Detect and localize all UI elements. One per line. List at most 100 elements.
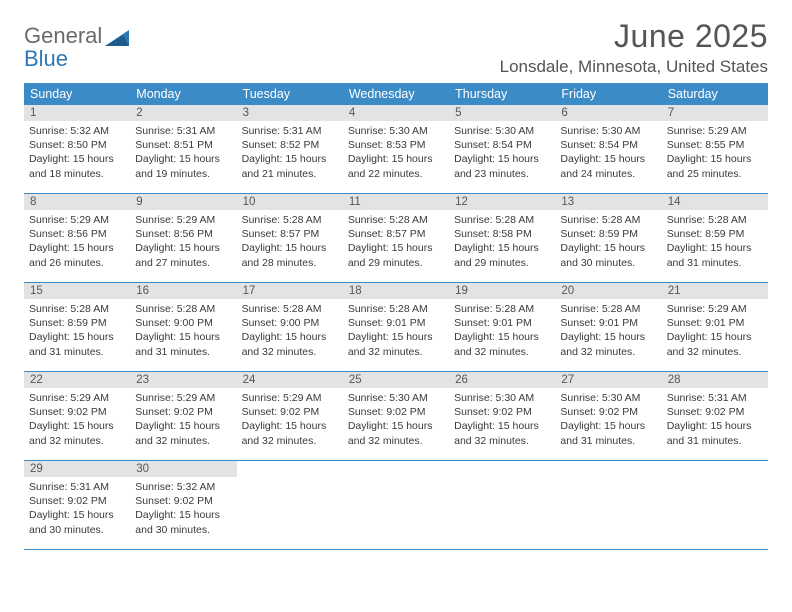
day-header: Monday <box>130 83 236 105</box>
day-details: Sunrise: 5:30 AMSunset: 8:54 PMDaylight:… <box>449 121 555 185</box>
day-details: Sunrise: 5:28 AMSunset: 9:00 PMDaylight:… <box>237 299 343 363</box>
day-details: Sunrise: 5:28 AMSunset: 8:57 PMDaylight:… <box>237 210 343 274</box>
calendar-cell: 17Sunrise: 5:28 AMSunset: 9:00 PMDayligh… <box>237 283 343 372</box>
calendar-cell <box>343 461 449 550</box>
day-details: Sunrise: 5:30 AMSunset: 8:53 PMDaylight:… <box>343 121 449 185</box>
calendar-cell: 21Sunrise: 5:29 AMSunset: 9:01 PMDayligh… <box>662 283 768 372</box>
day-details: Sunrise: 5:28 AMSunset: 9:01 PMDaylight:… <box>449 299 555 363</box>
day-number: 5 <box>449 105 555 121</box>
day-number: 7 <box>662 105 768 121</box>
brand-word-1: General <box>24 23 102 48</box>
calendar-week-row: 22Sunrise: 5:29 AMSunset: 9:02 PMDayligh… <box>24 372 768 461</box>
day-header: Tuesday <box>237 83 343 105</box>
day-details: Sunrise: 5:28 AMSunset: 8:59 PMDaylight:… <box>555 210 661 274</box>
day-number: 16 <box>130 283 236 299</box>
day-details: Sunrise: 5:30 AMSunset: 9:02 PMDaylight:… <box>343 388 449 452</box>
calendar-cell: 3Sunrise: 5:31 AMSunset: 8:52 PMDaylight… <box>237 105 343 194</box>
day-number: 14 <box>662 194 768 210</box>
day-details: Sunrise: 5:31 AMSunset: 8:51 PMDaylight:… <box>130 121 236 185</box>
day-details: Sunrise: 5:32 AMSunset: 9:02 PMDaylight:… <box>130 477 236 541</box>
day-details: Sunrise: 5:28 AMSunset: 9:01 PMDaylight:… <box>555 299 661 363</box>
day-number: 2 <box>130 105 236 121</box>
day-details: Sunrise: 5:31 AMSunset: 8:52 PMDaylight:… <box>237 121 343 185</box>
day-details: Sunrise: 5:30 AMSunset: 9:02 PMDaylight:… <box>555 388 661 452</box>
calendar-table: SundayMondayTuesdayWednesdayThursdayFrid… <box>24 83 768 550</box>
calendar-cell: 25Sunrise: 5:30 AMSunset: 9:02 PMDayligh… <box>343 372 449 461</box>
day-number: 17 <box>237 283 343 299</box>
calendar-cell: 26Sunrise: 5:30 AMSunset: 9:02 PMDayligh… <box>449 372 555 461</box>
calendar-cell: 7Sunrise: 5:29 AMSunset: 8:55 PMDaylight… <box>662 105 768 194</box>
day-number: 24 <box>237 372 343 388</box>
day-number: 12 <box>449 194 555 210</box>
day-details: Sunrise: 5:29 AMSunset: 9:02 PMDaylight:… <box>24 388 130 452</box>
day-number: 4 <box>343 105 449 121</box>
calendar-cell: 14Sunrise: 5:28 AMSunset: 8:59 PMDayligh… <box>662 194 768 283</box>
calendar-cell: 18Sunrise: 5:28 AMSunset: 9:01 PMDayligh… <box>343 283 449 372</box>
title-location: Lonsdale, Minnesota, United States <box>500 57 768 77</box>
calendar-cell: 10Sunrise: 5:28 AMSunset: 8:57 PMDayligh… <box>237 194 343 283</box>
day-number: 27 <box>555 372 661 388</box>
day-number: 9 <box>130 194 236 210</box>
calendar-cell: 19Sunrise: 5:28 AMSunset: 9:01 PMDayligh… <box>449 283 555 372</box>
calendar-cell: 15Sunrise: 5:28 AMSunset: 8:59 PMDayligh… <box>24 283 130 372</box>
calendar-cell: 16Sunrise: 5:28 AMSunset: 9:00 PMDayligh… <box>130 283 236 372</box>
day-number: 20 <box>555 283 661 299</box>
calendar-cell: 23Sunrise: 5:29 AMSunset: 9:02 PMDayligh… <box>130 372 236 461</box>
title-month-year: June 2025 <box>500 18 768 55</box>
day-number: 26 <box>449 372 555 388</box>
calendar-cell: 1Sunrise: 5:32 AMSunset: 8:50 PMDaylight… <box>24 105 130 194</box>
day-details: Sunrise: 5:29 AMSunset: 9:02 PMDaylight:… <box>130 388 236 452</box>
calendar-cell: 5Sunrise: 5:30 AMSunset: 8:54 PMDaylight… <box>449 105 555 194</box>
day-details: Sunrise: 5:29 AMSunset: 9:02 PMDaylight:… <box>237 388 343 452</box>
day-number: 30 <box>130 461 236 477</box>
calendar-cell <box>555 461 661 550</box>
calendar-week-row: 1Sunrise: 5:32 AMSunset: 8:50 PMDaylight… <box>24 105 768 194</box>
calendar-cell: 28Sunrise: 5:31 AMSunset: 9:02 PMDayligh… <box>662 372 768 461</box>
day-number: 22 <box>24 372 130 388</box>
day-details: Sunrise: 5:31 AMSunset: 9:02 PMDaylight:… <box>662 388 768 452</box>
day-details: Sunrise: 5:31 AMSunset: 9:02 PMDaylight:… <box>24 477 130 541</box>
day-number: 1 <box>24 105 130 121</box>
calendar-cell: 29Sunrise: 5:31 AMSunset: 9:02 PMDayligh… <box>24 461 130 550</box>
day-details: Sunrise: 5:28 AMSunset: 8:59 PMDaylight:… <box>24 299 130 363</box>
day-header: Friday <box>555 83 661 105</box>
calendar-cell: 9Sunrise: 5:29 AMSunset: 8:56 PMDaylight… <box>130 194 236 283</box>
day-details: Sunrise: 5:28 AMSunset: 8:58 PMDaylight:… <box>449 210 555 274</box>
calendar-cell <box>237 461 343 550</box>
calendar-cell: 30Sunrise: 5:32 AMSunset: 9:02 PMDayligh… <box>130 461 236 550</box>
calendar-cell: 27Sunrise: 5:30 AMSunset: 9:02 PMDayligh… <box>555 372 661 461</box>
calendar-cell: 22Sunrise: 5:29 AMSunset: 9:02 PMDayligh… <box>24 372 130 461</box>
calendar-body: 1Sunrise: 5:32 AMSunset: 8:50 PMDaylight… <box>24 105 768 550</box>
brand-word-2: Blue <box>24 46 68 71</box>
day-details: Sunrise: 5:28 AMSunset: 9:01 PMDaylight:… <box>343 299 449 363</box>
calendar-week-row: 15Sunrise: 5:28 AMSunset: 8:59 PMDayligh… <box>24 283 768 372</box>
calendar-cell: 12Sunrise: 5:28 AMSunset: 8:58 PMDayligh… <box>449 194 555 283</box>
day-header: Sunday <box>24 83 130 105</box>
calendar-week-row: 29Sunrise: 5:31 AMSunset: 9:02 PMDayligh… <box>24 461 768 550</box>
header: General Blue June 2025 Lonsdale, Minneso… <box>24 18 768 77</box>
day-number: 11 <box>343 194 449 210</box>
calendar-page: General Blue June 2025 Lonsdale, Minneso… <box>0 0 792 568</box>
calendar-cell: 24Sunrise: 5:29 AMSunset: 9:02 PMDayligh… <box>237 372 343 461</box>
day-details: Sunrise: 5:29 AMSunset: 8:56 PMDaylight:… <box>24 210 130 274</box>
day-number: 19 <box>449 283 555 299</box>
day-number: 28 <box>662 372 768 388</box>
brand-text: General Blue <box>24 24 102 70</box>
day-header: Wednesday <box>343 83 449 105</box>
day-number: 29 <box>24 461 130 477</box>
day-number: 8 <box>24 194 130 210</box>
calendar-cell: 4Sunrise: 5:30 AMSunset: 8:53 PMDaylight… <box>343 105 449 194</box>
brand-logo: General Blue <box>24 18 131 70</box>
day-number: 10 <box>237 194 343 210</box>
day-details: Sunrise: 5:32 AMSunset: 8:50 PMDaylight:… <box>24 121 130 185</box>
calendar-cell: 6Sunrise: 5:30 AMSunset: 8:54 PMDaylight… <box>555 105 661 194</box>
day-details: Sunrise: 5:30 AMSunset: 8:54 PMDaylight:… <box>555 121 661 185</box>
day-details: Sunrise: 5:28 AMSunset: 8:59 PMDaylight:… <box>662 210 768 274</box>
day-number: 23 <box>130 372 236 388</box>
calendar-header-row: SundayMondayTuesdayWednesdayThursdayFrid… <box>24 83 768 105</box>
day-header: Saturday <box>662 83 768 105</box>
calendar-cell: 11Sunrise: 5:28 AMSunset: 8:57 PMDayligh… <box>343 194 449 283</box>
day-details: Sunrise: 5:29 AMSunset: 9:01 PMDaylight:… <box>662 299 768 363</box>
day-number: 21 <box>662 283 768 299</box>
calendar-cell <box>662 461 768 550</box>
